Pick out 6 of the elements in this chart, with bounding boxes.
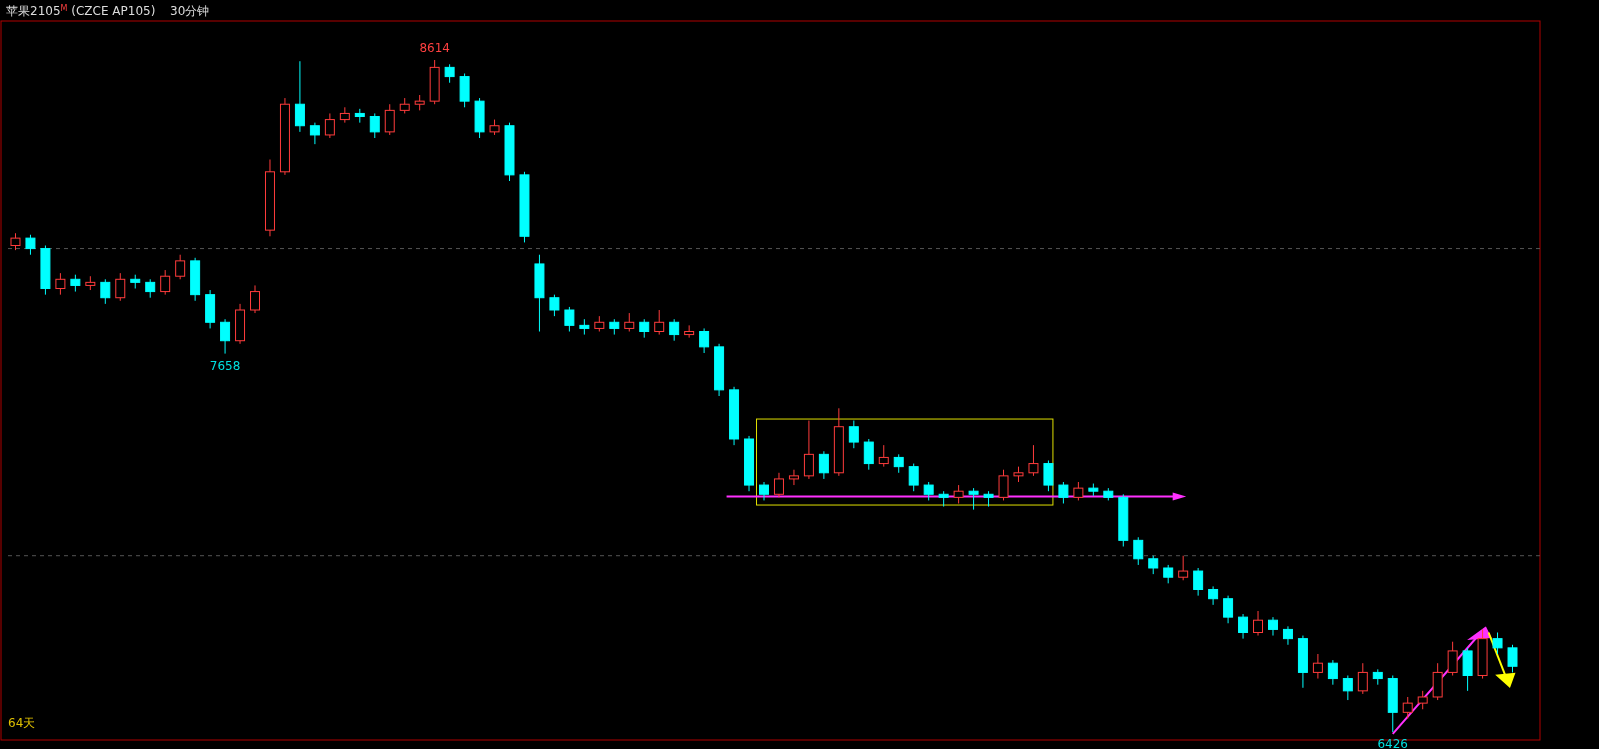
annotation: 7658 [209,358,241,373]
chart-title: 苹果2105$^{M}$ (CZCE AP105) [6,3,156,18]
annotation: 6426 [1377,737,1409,749]
chart-subtitle: 30分钟 [170,4,210,18]
annotation: 8614 [419,41,450,55]
annotation: 64天 [8,716,36,730]
